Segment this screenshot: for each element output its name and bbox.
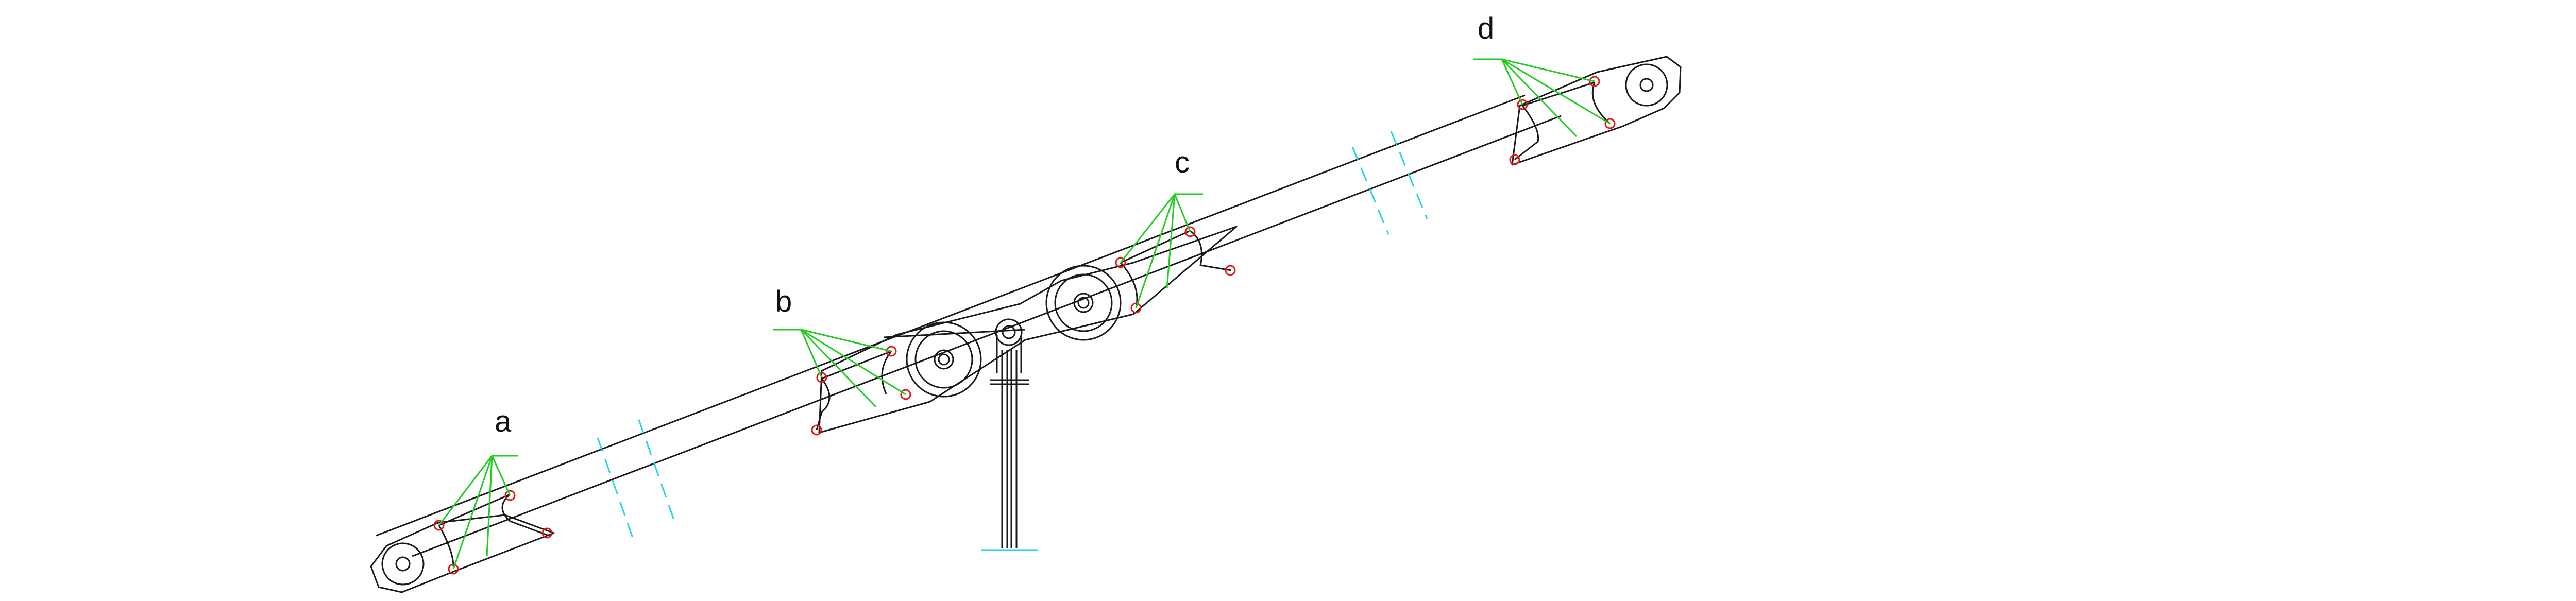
left-end-eye [370, 514, 555, 593]
joint-point [1604, 118, 1616, 129]
leader-a [438, 455, 518, 570]
joint-point [1509, 154, 1520, 165]
leader-b [773, 329, 906, 408]
joint-point [448, 563, 459, 575]
right-end-eye [1511, 56, 1682, 166]
label-d: d [1478, 12, 1494, 45]
main-beam [376, 94, 1562, 557]
joint-point [1589, 76, 1600, 87]
linkage-a [438, 493, 549, 567]
joint-point [886, 346, 897, 357]
label-c: c [1175, 146, 1190, 179]
hinge-housing [818, 226, 1238, 434]
joint-point [816, 372, 827, 383]
joint-point [504, 490, 516, 501]
joint-point [1115, 257, 1126, 268]
joint-point [541, 527, 553, 539]
label-b: b [775, 285, 792, 318]
joint-points [433, 76, 1616, 575]
joint-point [900, 389, 911, 400]
left-sheave [906, 321, 982, 398]
label-a: a [495, 405, 512, 438]
right-sheave [1045, 265, 1122, 341]
joint-point [1184, 226, 1196, 237]
joint-point [1517, 99, 1528, 110]
joint-point [1225, 265, 1236, 276]
beam-break-lines [597, 131, 1428, 541]
joint-point [433, 520, 445, 531]
joint-point [811, 424, 822, 436]
joint-point [1130, 302, 1142, 314]
support-column [981, 318, 1038, 551]
leader-c [1120, 193, 1203, 308]
leader-d [1473, 58, 1611, 138]
